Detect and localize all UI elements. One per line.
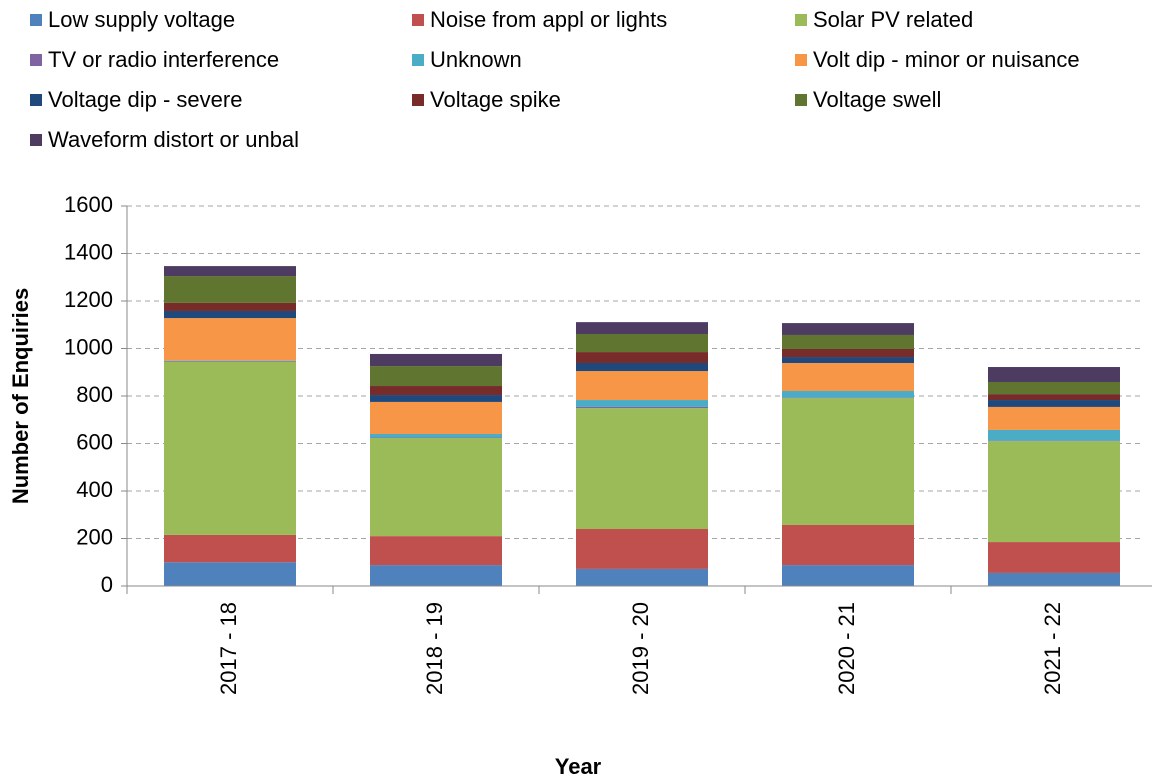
legend-label: Volt dip - minor or nuisance: [813, 47, 1080, 72]
x-tick-label: 2019 - 20: [628, 602, 653, 695]
bar-segment: [576, 371, 708, 401]
legend-swatch: [30, 94, 42, 106]
legend-label: TV or radio interference: [48, 47, 279, 72]
bar-segment: [576, 529, 708, 569]
bar-segment: [576, 334, 708, 353]
bar-segment: [370, 366, 502, 387]
y-tick-label: 800: [76, 382, 113, 407]
bar-segment: [988, 542, 1120, 573]
bar-segment: [988, 406, 1120, 430]
legend-label: Voltage dip - severe: [48, 87, 242, 112]
legend-swatch: [412, 94, 424, 106]
bar-segment: [782, 362, 914, 392]
bar-segment: [164, 276, 296, 303]
bar-segment: [370, 565, 502, 586]
y-tick-label: 1400: [64, 239, 113, 264]
x-tick-label: 2017 - 18: [216, 602, 241, 695]
y-tick-label: 200: [76, 524, 113, 549]
legend-swatch: [795, 14, 807, 26]
legend-label: Solar PV related: [813, 7, 973, 32]
bar-segment: [782, 323, 914, 335]
bar-segment: [988, 394, 1120, 401]
bar-segment: [988, 400, 1120, 407]
legend-label: Low supply voltage: [48, 7, 235, 32]
bar-segment: [782, 348, 914, 358]
bar-segment: [782, 565, 914, 586]
bar-segment: [370, 395, 502, 402]
x-tick-label: 2018 - 19: [422, 602, 447, 695]
bar-segment: [576, 568, 708, 586]
y-tick-label: 1000: [64, 334, 113, 359]
bar-segment: [164, 266, 296, 277]
legend-label: Waveform distort or unbal: [48, 127, 299, 152]
bar-segment: [370, 401, 502, 434]
y-tick-label: 600: [76, 429, 113, 454]
legend-label: Noise from appl or lights: [430, 7, 667, 32]
legend-label: Voltage swell: [813, 87, 941, 112]
legend-swatch: [30, 134, 42, 146]
bar-segment: [576, 352, 708, 363]
x-tick-label: 2020 - 21: [834, 602, 859, 695]
bar-segment: [576, 400, 708, 407]
legend-swatch: [30, 14, 42, 26]
bar-segment: [164, 360, 296, 362]
bar-segment: [164, 310, 296, 319]
bar-segment: [576, 322, 708, 335]
x-tick-label: 2021 - 22: [1040, 602, 1065, 695]
bar-segment: [164, 361, 296, 535]
y-tick-label: 1600: [64, 192, 113, 217]
legend-swatch: [795, 94, 807, 106]
bar-segment: [576, 406, 708, 409]
bar-segment: [576, 362, 708, 372]
legend-label: Voltage spike: [430, 87, 561, 112]
bar-segment: [782, 391, 914, 398]
bar-segment: [988, 429, 1120, 441]
legend-swatch: [412, 14, 424, 26]
y-tick-label: 1200: [64, 287, 113, 312]
bar-segment: [370, 536, 502, 566]
y-tick-label: 0: [101, 572, 113, 597]
bar-segment: [164, 562, 296, 586]
bar-segment: [782, 398, 914, 525]
bar-segment: [370, 434, 502, 438]
y-tick-label: 400: [76, 477, 113, 502]
bar-segment: [164, 534, 296, 563]
bar-segment: [576, 408, 708, 529]
y-axis-label: Number of Enquiries: [8, 288, 33, 504]
bar-segment: [370, 386, 502, 396]
bar-segment: [988, 441, 1120, 543]
legend-swatch: [412, 54, 424, 66]
legend-label: Unknown: [430, 47, 522, 72]
bar-segment: [782, 357, 914, 363]
x-axis-label: Year: [555, 754, 602, 778]
bar-segment: [370, 353, 502, 367]
bar-segment: [164, 318, 296, 361]
legend-swatch: [795, 54, 807, 66]
bar-segment: [988, 367, 1120, 382]
bar-segment: [370, 438, 502, 537]
legend-swatch: [30, 54, 42, 66]
bar-segment: [164, 302, 296, 311]
bar-segment: [782, 524, 914, 566]
bar-segment: [988, 572, 1120, 586]
bar-segment: [988, 381, 1120, 395]
bar-segment: [782, 334, 914, 349]
